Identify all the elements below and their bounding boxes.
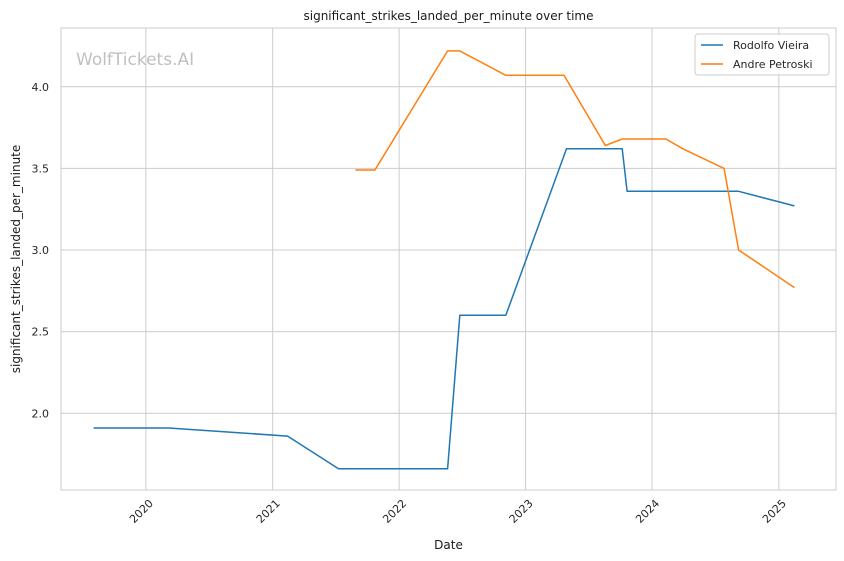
y-axis-ticks: 2.0 2.5 3.0 3.5 4.0 — [32, 81, 50, 421]
y-tick-label: 2.5 — [32, 326, 50, 339]
series-lines — [93, 50, 795, 470]
legend: Rodolfo Vieira Andre Petroski — [694, 33, 830, 76]
y-tick-label: 4.0 — [32, 81, 50, 94]
legend-label: Andre Petroski — [733, 58, 813, 71]
y-axis-title: significant_strikes_landed_per_minute — [9, 145, 23, 374]
y-tick-label: 3.0 — [32, 244, 50, 257]
y-tick-label: 3.5 — [32, 162, 50, 175]
chart-title: significant_strikes_landed_per_minute ov… — [303, 9, 593, 23]
y-tick-label: 2.0 — [32, 407, 50, 420]
legend-box — [694, 33, 830, 76]
plot-frame — [60, 27, 837, 491]
series-line-andre-petroski — [355, 50, 795, 289]
legend-label: Rodolfo Vieira — [733, 39, 809, 52]
x-axis-title: Date — [434, 538, 463, 552]
series-line-rodolfo-vieira — [93, 148, 795, 470]
grid — [61, 28, 836, 490]
watermark: WolfTickets.AI — [76, 50, 194, 70]
